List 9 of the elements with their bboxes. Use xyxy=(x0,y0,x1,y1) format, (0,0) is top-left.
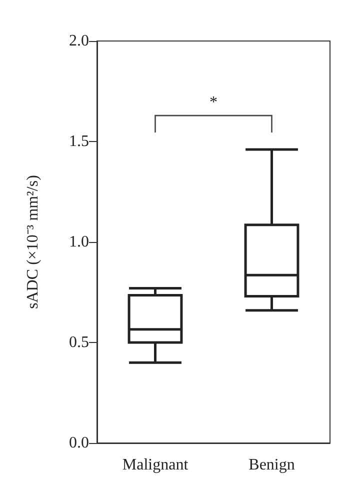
y-tick-label: 1.5 xyxy=(69,133,89,150)
annotation: * xyxy=(208,94,218,112)
y-tick-label: 1.0 xyxy=(69,234,89,250)
x-tick-label: Benign xyxy=(248,456,295,474)
y-axis-title: sADC (×10⁻³ mm²/s) xyxy=(24,175,42,309)
y-tick-label: 2.0 xyxy=(69,32,89,50)
x-tick-label: Malignant xyxy=(122,456,189,474)
y-tick-label: 0.0 xyxy=(69,434,89,452)
y-tick-label: 0.5 xyxy=(69,334,89,351)
